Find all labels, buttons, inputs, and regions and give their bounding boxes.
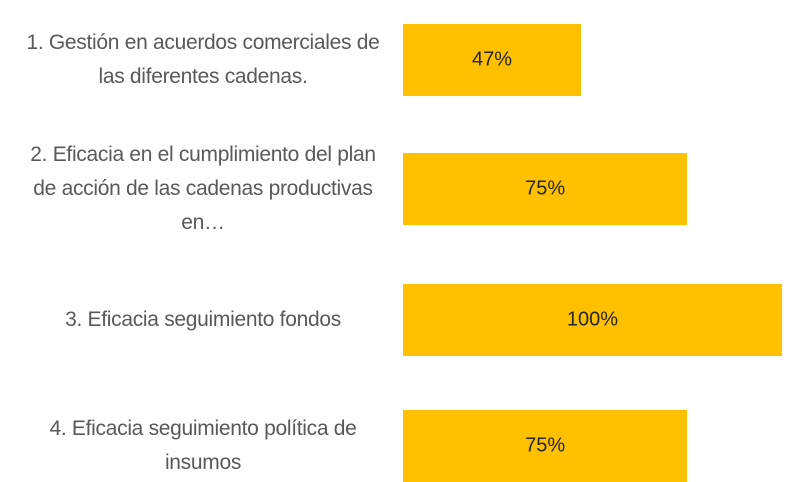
bar (403, 24, 582, 96)
category-label: 2. Eficacia en el cumplimiento del plan … (30, 143, 376, 234)
value-label: 75% (525, 177, 566, 200)
bar (403, 410, 688, 482)
category-label: 1. Gestión en acuerdos comerciales de la… (26, 31, 380, 88)
value-label: 47% (472, 48, 513, 71)
category-label: 3. Eficacia seguimiento fondos (65, 308, 341, 331)
value-label: 75% (525, 434, 566, 457)
value-label: 100% (566, 308, 619, 331)
bar (403, 284, 782, 356)
category-label: 4. Eficacia seguimiento política de insu… (49, 417, 357, 474)
bar (403, 153, 688, 225)
